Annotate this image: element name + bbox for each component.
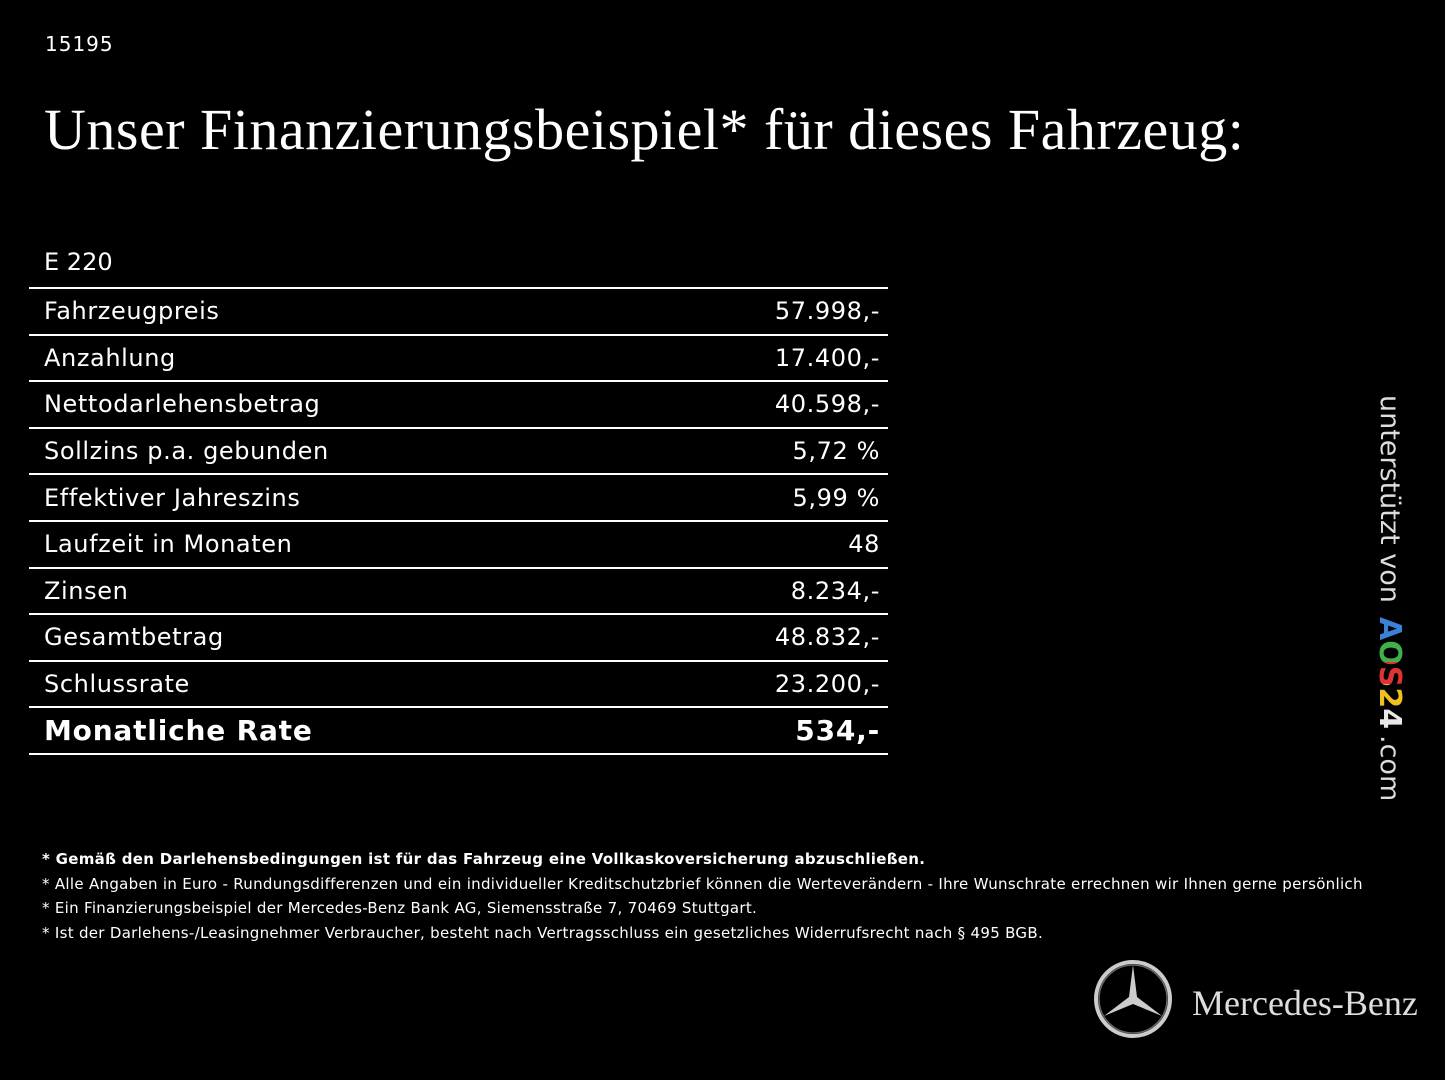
row-value: 5,72 % — [792, 437, 880, 466]
brand-name: Mercedes-Benz — [1192, 983, 1418, 1023]
vehicle-id: 15195 — [45, 32, 114, 56]
table-row: Schlussrate 23.200,- — [29, 662, 888, 709]
sidebar-logo: AOS24 — [1372, 616, 1407, 729]
row-label: Nettodarlehensbetrag — [44, 390, 321, 419]
footnote: * Ein Finanzierungsbeispiel der Mercedes… — [42, 899, 758, 917]
row-label: Zinsen — [44, 576, 129, 605]
table-row: Fahrzeugpreis 57.998,- — [29, 289, 888, 336]
row-value: 23.200,- — [774, 670, 880, 699]
row-value: 534,- — [795, 714, 880, 748]
row-label: Sollzins p.a. gebunden — [44, 437, 329, 466]
table-row: Zinsen 8.234,- — [29, 569, 888, 616]
table-row: Monatliche Rate 534,- — [29, 708, 888, 755]
row-value: 5,99 % — [792, 483, 880, 512]
row-label: Gesamtbetrag — [44, 623, 224, 652]
row-label: Monatliche Rate — [44, 714, 313, 748]
sidebar-text: unterstützt von — [1374, 395, 1405, 603]
footnote: * Alle Angaben in Euro - Rundungsdiffere… — [42, 874, 1363, 893]
row-label: Anzahlung — [44, 343, 176, 372]
sidebar-suffix: .com — [1374, 734, 1405, 802]
table-row: Gesamtbetrag 48.832,- — [29, 615, 888, 662]
table-row: Anzahlung 17.400,- — [29, 336, 888, 383]
row-label: Fahrzeugpreis — [44, 297, 220, 326]
footnotes: * Gemäß den Darlehensbedingungen ist für… — [42, 850, 1363, 948]
title: Unser Finanzierungsbeispiel* für dieses … — [44, 97, 1245, 162]
row-value: 17.400,- — [774, 343, 880, 372]
row-value: 40.598,- — [774, 390, 880, 419]
row-value: 8.234,- — [790, 576, 880, 605]
row-label: Effektiver Jahreszins — [44, 483, 301, 512]
table-heading: E 220 — [44, 248, 113, 276]
row-label: Schlussrate — [44, 670, 190, 699]
footnote: * Gemäß den Darlehensbedingungen ist für… — [42, 850, 926, 868]
row-value: 57.998,- — [774, 297, 880, 326]
brand-star — [1094, 960, 1172, 1038]
table-row: Sollzins p.a. gebunden 5,72 % — [29, 429, 888, 476]
sidebar: unterstützt von AOS24 .com — [1372, 395, 1407, 801]
table-row: Nettodarlehensbetrag 40.598,- — [29, 382, 888, 429]
table-row: Effektiver Jahreszins 5,99 % — [29, 475, 888, 522]
row-label: Laufzeit in Monaten — [44, 530, 293, 559]
finance-table: Fahrzeugpreis 57.998,- Anzahlung 17.400,- Ne… — [29, 287, 888, 755]
table-row: Laufzeit in Monaten 48 — [29, 522, 888, 569]
footnote: * Ist der Darlehens-/Leasingnehmer Verbr… — [42, 923, 1044, 942]
row-value: 48.832,- — [774, 623, 880, 652]
row-value: 48 — [848, 530, 880, 559]
